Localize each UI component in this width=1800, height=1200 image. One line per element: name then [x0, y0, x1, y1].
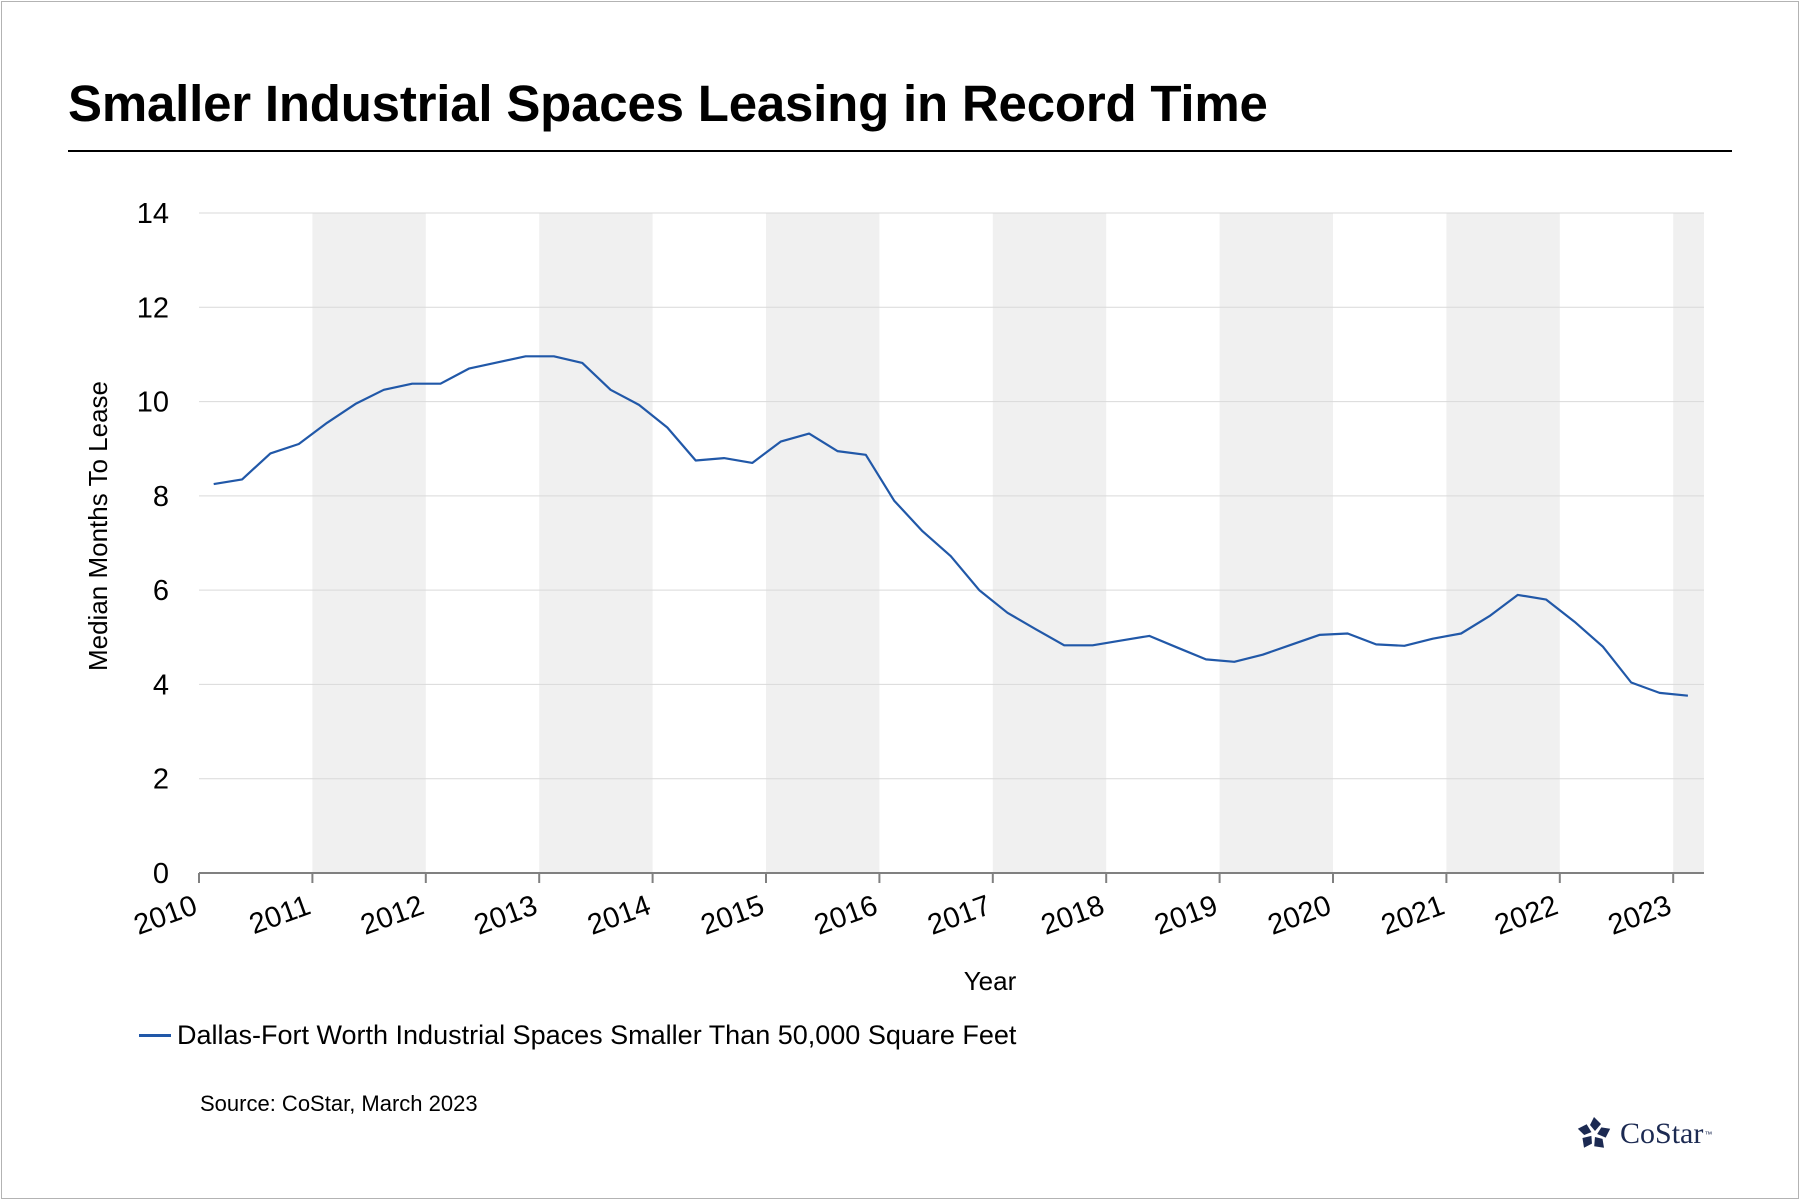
- y-tick-label: 0: [153, 858, 169, 890]
- gridlines: [199, 212, 1704, 780]
- x-tick-label: 2023: [1604, 890, 1676, 942]
- legend-line-swatch: [139, 1034, 171, 1037]
- title-divider: [68, 150, 1732, 152]
- axes: [198, 872, 1704, 883]
- source-note: Source: CoStar, March 2023: [200, 1091, 478, 1116]
- x-tick-label: 2012: [357, 890, 429, 942]
- x-tick-label: 2011: [245, 890, 315, 941]
- legend-label: Dallas-Fort Worth Industrial Spaces Smal…: [177, 1020, 1017, 1050]
- x-tick-label: 2015: [697, 890, 769, 942]
- year-band: [1673, 213, 1704, 873]
- x-tick-label: 2013: [470, 890, 542, 942]
- x-tick-label: 2014: [583, 890, 655, 942]
- year-bands: [312, 213, 1704, 873]
- x-tick-label: 2019: [1150, 890, 1222, 942]
- series-layer: [213, 355, 1689, 697]
- y-tick-label: 8: [153, 481, 169, 513]
- year-band: [312, 213, 426, 873]
- year-band: [1219, 213, 1333, 873]
- y-tick-label: 4: [153, 669, 169, 701]
- legend: Dallas-Fort Worth Industrial Spaces Smal…: [139, 1020, 1016, 1051]
- brand-name: CoStar: [1620, 1117, 1704, 1150]
- line-chart: 0 2 4 6 8 10 12 14 2010 2011 2012 2013 2014 2015 2016…: [83, 198, 1704, 996]
- year-band: [539, 213, 653, 873]
- year-band: [992, 213, 1107, 873]
- y-tick-labels: 0 2 4 6 8 10 12 14: [137, 198, 169, 890]
- y-axis-title: Median Months To Lease: [83, 381, 113, 671]
- x-tick-label: 2022: [1491, 890, 1563, 942]
- y-tick-label: 2: [153, 764, 169, 796]
- logo-petal: [1582, 1135, 1592, 1148]
- x-tick-label: 2016: [810, 890, 882, 942]
- y-tick-label: 14: [137, 198, 169, 230]
- x-tick-label: 2010: [130, 890, 202, 942]
- logo-petal: [1590, 1117, 1601, 1131]
- y-tick-label: 10: [137, 387, 169, 419]
- y-tick-label: 12: [137, 292, 169, 324]
- x-tick-label: 2021: [1377, 890, 1449, 942]
- logo-petal: [1594, 1137, 1604, 1148]
- costar-star-icon: [1577, 1117, 1611, 1148]
- x-tick-label: 2017: [924, 890, 996, 942]
- x-tick-labels: 2010 2011 2012 2013 2014 2015 2016 2017 2018 2019…: [130, 890, 1676, 942]
- year-band: [766, 213, 880, 873]
- y-tick-label: 6: [153, 575, 169, 607]
- x-axis-title: Year: [964, 966, 1017, 996]
- x-tick-label: 2018: [1037, 890, 1109, 942]
- brand-trademark: ™: [1704, 1129, 1713, 1139]
- logo-petal: [1577, 1124, 1592, 1136]
- logo-petal: [1597, 1127, 1611, 1138]
- x-tick-label: 2020: [1264, 890, 1336, 942]
- chart-title: Smaller Industrial Spaces Leasing in Rec…: [68, 75, 1268, 132]
- year-band: [1446, 213, 1560, 873]
- series-line: [213, 355, 1689, 697]
- costar-logo: CoStar ™: [1574, 1114, 1712, 1154]
